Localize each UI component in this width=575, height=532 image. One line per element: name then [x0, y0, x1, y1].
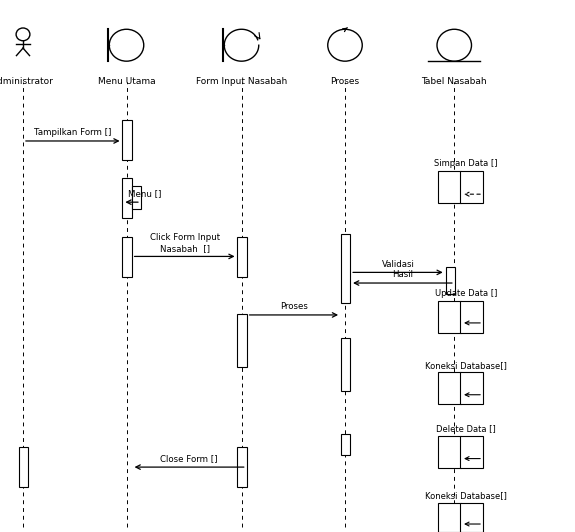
Text: Koneksi Database[]: Koneksi Database[] — [425, 361, 507, 370]
Text: Menu Utama: Menu Utama — [98, 77, 155, 86]
Bar — [122, 178, 132, 218]
Text: Hasil: Hasil — [392, 270, 413, 279]
Text: Update Data []: Update Data [] — [435, 289, 497, 298]
Bar — [122, 120, 132, 160]
Bar — [237, 314, 247, 367]
Text: Tampilkan Form []: Tampilkan Form [] — [34, 128, 112, 137]
Text: Koneksi Database[]: Koneksi Database[] — [425, 491, 507, 500]
Bar — [460, 436, 483, 468]
Text: Validasi: Validasi — [381, 260, 415, 269]
Bar — [438, 436, 461, 468]
Text: Click Form Input
Nasabah  []: Click Form Input Nasabah [] — [150, 234, 220, 253]
Bar — [132, 186, 141, 209]
Bar — [237, 237, 247, 277]
Text: Delete Data []: Delete Data [] — [436, 425, 496, 434]
Bar — [438, 372, 461, 404]
Text: Administrator: Administrator — [0, 77, 54, 86]
Text: Menu []: Menu [] — [128, 189, 162, 198]
Bar — [341, 434, 350, 455]
Bar — [341, 338, 350, 391]
Bar — [341, 234, 350, 303]
Text: Proses: Proses — [331, 77, 359, 86]
Bar — [460, 503, 483, 532]
Bar — [122, 237, 132, 277]
Text: Close Form []: Close Form [] — [160, 454, 218, 463]
Text: Simpan Data []: Simpan Data [] — [434, 159, 497, 168]
Bar — [237, 447, 247, 487]
Bar — [446, 267, 455, 294]
Text: Form Input Nasabah: Form Input Nasabah — [196, 77, 287, 86]
Bar — [438, 301, 461, 332]
Text: Tabel Nasabah: Tabel Nasabah — [421, 77, 487, 86]
Text: Proses: Proses — [280, 302, 308, 311]
Bar — [438, 171, 461, 203]
Bar — [438, 503, 461, 532]
Bar — [460, 171, 483, 203]
Bar — [460, 372, 483, 404]
Bar — [460, 301, 483, 332]
Bar — [19, 447, 28, 487]
